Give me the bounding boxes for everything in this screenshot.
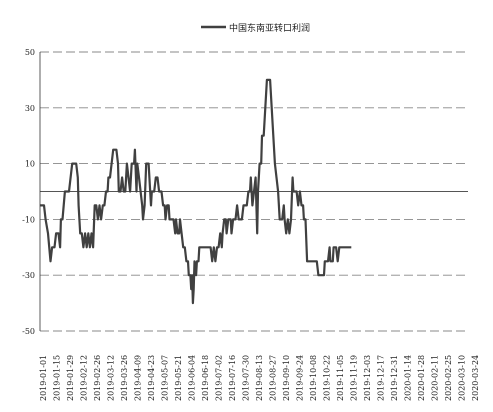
x-tick-label: 2019-11-05 <box>336 355 345 401</box>
x-tick-label: 2019-09-10 <box>282 355 291 401</box>
x-tick-label: 2019-02-26 <box>93 355 102 401</box>
x-tick-label: 2019-12-17 <box>377 355 386 401</box>
x-tick-label: 2019-08-13 <box>255 355 264 401</box>
x-tick-label: 2019-04-09 <box>134 355 143 401</box>
x-tick-label: 2019-12-03 <box>363 355 372 401</box>
x-tick-label: 2019-06-18 <box>201 355 210 401</box>
y-tick-label: 30 <box>25 104 35 113</box>
y-tick-label: -50 <box>22 327 35 336</box>
x-tick-label: 2019-02-12 <box>80 355 89 401</box>
x-tick-label: 2019-12-31 <box>390 355 399 401</box>
x-tick-label: 2019-01-01 <box>39 355 48 401</box>
x-tick-label: 2019-11-19 <box>350 355 359 401</box>
legend-label: 中国东南亚转口利润 <box>229 22 310 34</box>
x-tick-label: 2020-03-10 <box>458 355 467 401</box>
y-tick-label: 50 <box>25 48 35 57</box>
x-axis-ticks: 2019-01-01 2019-01-15 2019-01-29 2019-02-12… <box>39 355 480 401</box>
x-tick-label: 2020-02-25 <box>444 355 453 401</box>
x-tick-label: 2019-03-26 <box>120 355 129 401</box>
x-tick-label: 2019-01-15 <box>53 355 62 401</box>
y-tick-label: 10 <box>25 160 35 169</box>
x-tick-label: 2019-10-08 <box>309 355 318 401</box>
y-tick-label: -30 <box>22 271 35 280</box>
x-tick-label: 2019-07-30 <box>242 355 251 401</box>
y-tick-label: -10 <box>22 215 35 224</box>
x-tick-label: 2019-01-29 <box>66 355 75 401</box>
x-tick-label: 2020-03-24 <box>471 355 480 401</box>
series-line-china-sea-reexport-profit <box>40 78 352 305</box>
x-tick-label: 2019-08-27 <box>269 355 278 401</box>
x-tick-label: 2020-01-14 <box>404 355 413 401</box>
x-tick-label: 2019-09-24 <box>296 355 305 401</box>
x-tick-label: 2019-05-21 <box>174 355 183 401</box>
x-tick-label: 2019-05-07 <box>161 355 170 401</box>
x-tick-label: 2019-03-12 <box>107 355 116 401</box>
x-tick-label: 2019-07-02 <box>215 355 224 401</box>
x-tick-label: 2020-02-11 <box>431 355 440 401</box>
y-axis-ticks: 50 30 10 -10 -30 -50 <box>22 48 35 336</box>
x-tick-label: 2019-07-16 <box>228 355 237 401</box>
x-tick-label: 2019-06-04 <box>188 355 197 401</box>
x-tick-label: 2019-04-23 <box>147 355 156 401</box>
x-tick-label: 2019-10-22 <box>323 355 332 401</box>
legend: 中国东南亚转口利润 <box>201 22 310 34</box>
x-tick-label: 2020-01-28 <box>417 355 426 401</box>
